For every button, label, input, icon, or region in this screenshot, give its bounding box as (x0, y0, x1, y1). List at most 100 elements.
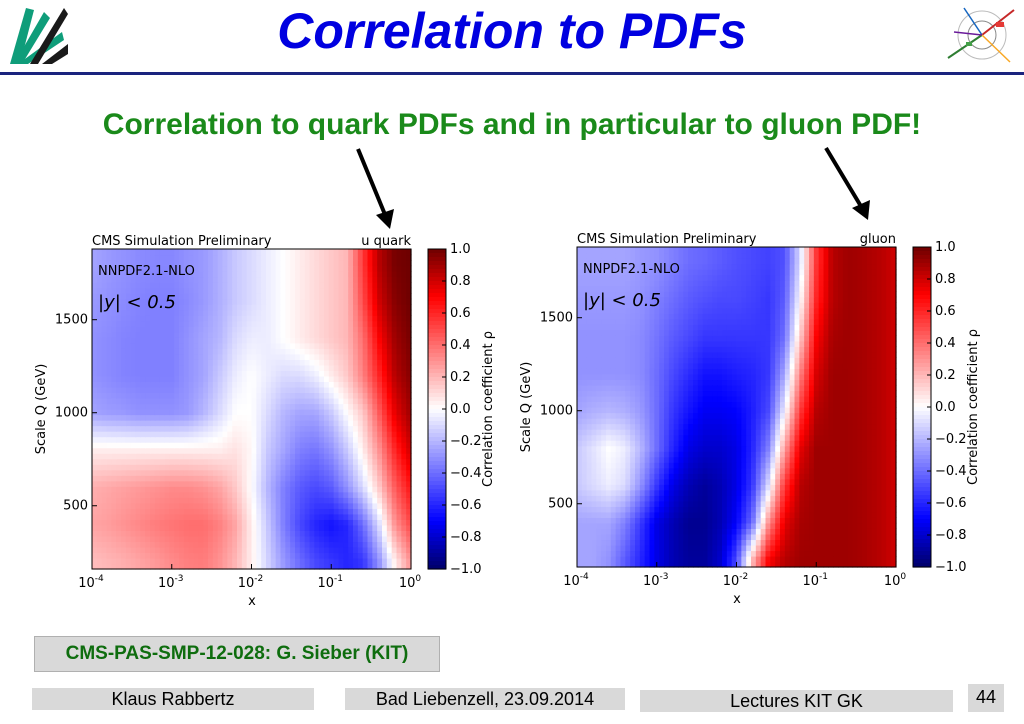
heatmap-cell (304, 530, 311, 537)
heatmap-cell (353, 265, 359, 272)
heatmap-cell (649, 506, 655, 513)
heatmap-cell (150, 475, 156, 482)
heatmap-cell (125, 508, 132, 515)
heatmap-cell (222, 491, 228, 498)
chart-header-right: gluon (860, 232, 896, 247)
heatmap-cell (198, 486, 204, 493)
heatmap-cell (391, 414, 398, 421)
heatmap-cell (601, 511, 607, 518)
heatmap-cell (164, 265, 170, 272)
heatmap-cell (357, 420, 364, 427)
colorbar-segment (428, 269, 446, 274)
heatmap-cell (343, 497, 349, 504)
heatmap-cell (876, 511, 883, 518)
heatmap-cell (256, 326, 262, 333)
heatmap-cell (232, 249, 238, 256)
heatmap-cell (348, 442, 354, 449)
heatmap-cell (377, 486, 383, 493)
heatmap-cell (367, 326, 373, 333)
heatmap-cell (295, 260, 301, 267)
heatmap-cell (668, 555, 675, 563)
heatmap-cell (261, 260, 267, 267)
heatmap-cell (382, 353, 388, 360)
heatmap-cell (304, 491, 311, 498)
heatmap-cell (639, 550, 646, 557)
heatmap-cell (775, 500, 781, 507)
heatmap-cell (266, 386, 272, 394)
heatmap-cell (401, 464, 407, 471)
heatmap-cell (164, 409, 170, 416)
heatmap-cell (241, 519, 248, 526)
heatmap-cell (222, 541, 228, 548)
heatmap-cell (183, 519, 190, 526)
heatmap-cell (290, 293, 296, 300)
heatmap-cell (391, 249, 398, 256)
heatmap-cell (871, 561, 878, 568)
heatmap-cell (328, 409, 335, 416)
heatmap-cell (130, 513, 137, 520)
heatmap-cell (362, 469, 369, 476)
heatmap-cell (145, 486, 151, 493)
heatmap-cell (406, 475, 412, 482)
heatmap-cell (251, 530, 257, 537)
heatmap-cell (333, 397, 340, 405)
heatmap-cell (193, 491, 199, 498)
heatmap-cell (140, 425, 146, 432)
heatmap-cell (193, 436, 199, 443)
heatmap-cell (309, 420, 315, 427)
heatmap-cell (406, 458, 412, 465)
heatmap-cell (222, 458, 228, 465)
heatmap-cell (406, 304, 412, 311)
heatmap-cell (639, 522, 646, 529)
heatmap-cell (712, 544, 718, 552)
heatmap-cell (135, 491, 141, 498)
heatmap-cell (188, 524, 195, 531)
heatmap-cell (401, 414, 407, 421)
heatmap-cell (362, 453, 369, 460)
heatmap-cell (237, 375, 243, 383)
heatmap-cell (635, 478, 641, 485)
heatmap-cell (295, 480, 301, 487)
heatmap-cell (813, 544, 820, 552)
heatmap-cell (241, 320, 248, 327)
heatmap-cell (121, 304, 127, 311)
heatmap-cell (125, 331, 132, 338)
heatmap-cell (818, 517, 825, 524)
heatmap-cell (328, 431, 335, 438)
heatmap-cell (106, 502, 112, 509)
y-axis-label: Scale Q (GeV) (34, 364, 49, 455)
heatmap-cell (620, 478, 626, 485)
heatmap-cell (111, 530, 117, 537)
heatmap-cell (601, 495, 607, 502)
heatmap-cell (246, 486, 253, 493)
heatmap-cell (174, 331, 180, 338)
heatmap-cell (401, 381, 407, 388)
heatmap-cell (644, 550, 651, 557)
heatmap-cell (280, 497, 286, 504)
heatmap-cell (246, 271, 253, 278)
heatmap-cell (251, 513, 257, 520)
heatmap-cell (203, 552, 209, 559)
heatmap-cell (362, 486, 369, 493)
heatmap-cell (111, 458, 117, 465)
heatmap-cell (736, 506, 742, 513)
heatmap-cell (125, 513, 132, 520)
heatmap-cell (159, 304, 166, 311)
heatmap-cell (159, 486, 166, 493)
heatmap-cell (377, 359, 383, 366)
heatmap-cell (106, 326, 112, 333)
heatmap-cell (280, 386, 286, 394)
heatmap-cell (678, 561, 684, 568)
heatmap-cell (314, 464, 320, 471)
heatmap-cell (678, 511, 684, 518)
heatmap-cell (606, 495, 612, 502)
heatmap-cell (169, 431, 175, 438)
heatmap-cell (96, 265, 103, 272)
heatmap-cell (121, 397, 127, 405)
heatmap-cell (198, 535, 204, 543)
heatmap-cell (775, 550, 781, 557)
heatmap-cell (135, 535, 141, 543)
heatmap-cell (396, 541, 402, 548)
heatmap-cell (857, 555, 863, 563)
heatmap-cell (760, 539, 767, 546)
